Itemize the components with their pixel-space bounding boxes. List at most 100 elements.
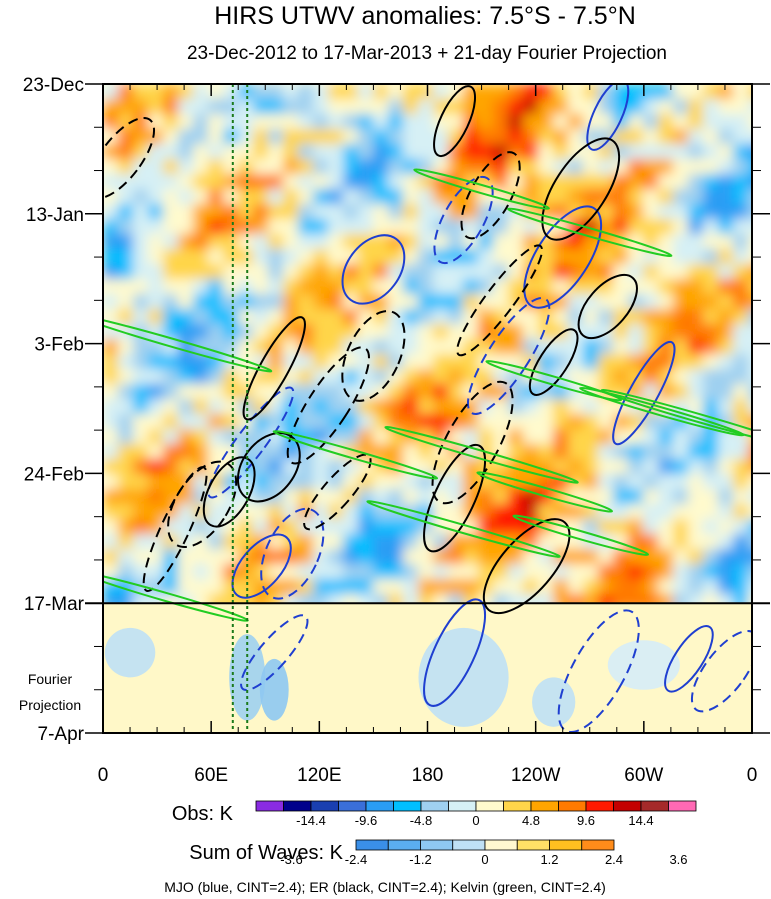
field-cell (703, 189, 719, 205)
field-cell (673, 384, 689, 400)
field-cell (673, 264, 689, 280)
field-cell (433, 264, 449, 280)
field-cell (688, 339, 704, 355)
field-cell (643, 384, 659, 400)
field-cell (148, 219, 164, 235)
field-cell (433, 84, 449, 100)
field-cell (643, 294, 659, 310)
field-cell (193, 579, 209, 595)
wave-contour (240, 614, 309, 692)
field-cell (553, 114, 569, 130)
field-cell (673, 429, 689, 445)
field-cell (688, 279, 704, 295)
field-cell (133, 264, 149, 280)
field-cell (568, 444, 584, 460)
field-cell (688, 459, 704, 475)
field-cell (418, 234, 434, 250)
field-cell (253, 519, 269, 535)
field-cell (463, 324, 479, 340)
field-cell (673, 444, 689, 460)
field-cell (358, 249, 374, 265)
field-cell (148, 429, 164, 445)
field-cell (433, 399, 449, 415)
field-cell (388, 534, 404, 550)
field-cell (208, 414, 224, 430)
field-cell (103, 114, 119, 130)
field-cell (583, 324, 599, 340)
field-cell (508, 414, 524, 430)
field-cell (298, 489, 314, 505)
field-cell (673, 549, 689, 565)
field-cell (598, 354, 614, 370)
field-cell (583, 354, 599, 370)
field-cell (658, 354, 674, 370)
field-cell (313, 564, 329, 580)
field-cell (613, 219, 629, 235)
field-cell (313, 459, 329, 475)
field-cell (673, 294, 689, 310)
field-cell (193, 279, 209, 295)
field-cell (208, 144, 224, 160)
field-cell (433, 339, 449, 355)
field-cell (583, 444, 599, 460)
field-cell (553, 84, 569, 100)
field-cell (268, 339, 284, 355)
field-cell (403, 339, 419, 355)
field-cell (478, 369, 494, 385)
field-cell (163, 249, 179, 265)
field-cell (733, 264, 749, 280)
field-cell (358, 489, 374, 505)
field-cell (373, 264, 389, 280)
field-cell (283, 279, 299, 295)
wave-contour (207, 386, 295, 499)
field-cell (703, 579, 719, 595)
field-cell (658, 84, 674, 100)
field-cell (733, 579, 749, 595)
field-cell (328, 84, 344, 100)
field-cell (343, 219, 359, 235)
field-cell (133, 234, 149, 250)
field-cell (283, 444, 299, 460)
field-cell (283, 264, 299, 280)
field-cell (523, 129, 539, 145)
field-cell (733, 534, 749, 550)
field-cell (298, 534, 314, 550)
field-cell (163, 264, 179, 280)
field-cell (463, 159, 479, 175)
field-cell (373, 579, 389, 595)
field-cell (478, 549, 494, 565)
field-cell (673, 279, 689, 295)
field-cell (628, 264, 644, 280)
field-cell (313, 114, 329, 130)
field-cell (253, 399, 269, 415)
field-cell (253, 159, 269, 175)
field-cell (613, 519, 629, 535)
field-cell (343, 534, 359, 550)
colorbar-swatch (475, 800, 504, 812)
field-cell (433, 459, 449, 475)
field-cell (328, 204, 344, 220)
field-cell (268, 474, 284, 490)
field-cell (403, 579, 419, 595)
field-cell (328, 234, 344, 250)
field-cell (643, 264, 659, 280)
colorbar-swatch (558, 800, 587, 812)
field-cell (733, 99, 749, 115)
field-cell (268, 84, 284, 100)
field-cell (643, 159, 659, 175)
field-cell (508, 309, 524, 325)
field-cell (268, 129, 284, 145)
field-cell (178, 159, 194, 175)
field-cell (208, 234, 224, 250)
field-cell (103, 99, 119, 115)
field-cell (358, 189, 374, 205)
field-cell (103, 489, 119, 505)
field-cell (748, 144, 752, 160)
field-cell (283, 144, 299, 160)
field-cell (223, 189, 239, 205)
field-cell (613, 489, 629, 505)
field-cell (448, 354, 464, 370)
field-cell (118, 414, 134, 430)
field-cell (208, 324, 224, 340)
field-cell (733, 519, 749, 535)
